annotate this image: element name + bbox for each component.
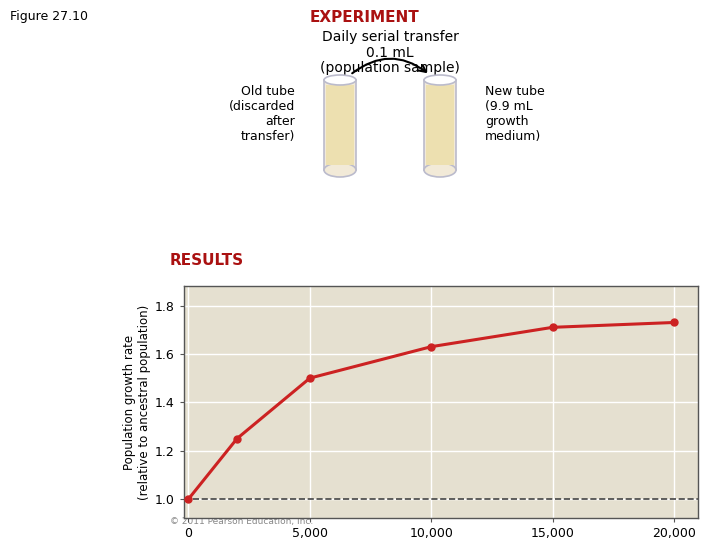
- Ellipse shape: [324, 75, 356, 85]
- Text: Old tube
(discarded
after
transfer): Old tube (discarded after transfer): [229, 85, 295, 143]
- Ellipse shape: [424, 75, 456, 85]
- Text: RESULTS: RESULTS: [170, 253, 244, 268]
- Y-axis label: Population growth rate
(relative to ancestral population): Population growth rate (relative to ance…: [122, 305, 150, 500]
- FancyArrowPatch shape: [352, 59, 426, 73]
- Ellipse shape: [324, 163, 356, 177]
- Text: Figure 27.10: Figure 27.10: [10, 10, 88, 23]
- Ellipse shape: [424, 163, 456, 177]
- Bar: [424, 80, 456, 170]
- Text: EXPERIMENT: EXPERIMENT: [310, 10, 420, 25]
- Text: (population sample): (population sample): [320, 61, 460, 75]
- Bar: [426, 85, 454, 165]
- Text: © 2011 Pearson Education, Inc.: © 2011 Pearson Education, Inc.: [170, 517, 313, 526]
- Text: Daily serial transfer: Daily serial transfer: [322, 30, 459, 44]
- Bar: [324, 80, 356, 170]
- Bar: [326, 85, 354, 165]
- Text: 0.1 mL: 0.1 mL: [366, 46, 414, 60]
- Text: New tube
(9.9 mL
growth
medium): New tube (9.9 mL growth medium): [485, 85, 545, 143]
